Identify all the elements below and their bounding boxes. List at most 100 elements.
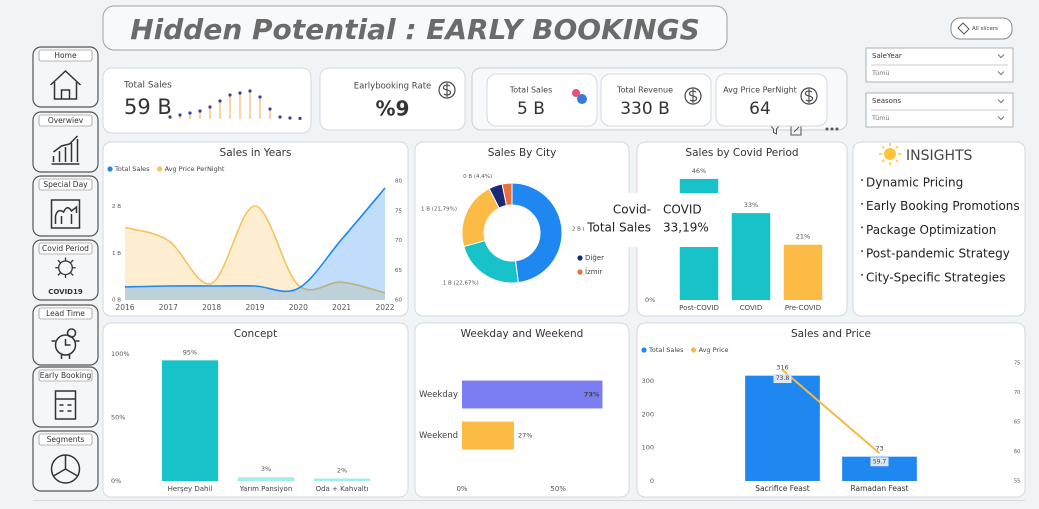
line xyxy=(781,369,881,455)
data-label: 1 B (21,79%) xyxy=(421,207,457,213)
kpi-value: %9 xyxy=(376,97,410,121)
y-tick-label: 0% xyxy=(645,296,655,304)
nav-tab xyxy=(38,369,93,382)
legend-label: Total Sales xyxy=(114,165,150,173)
x-tick-label: Herşey Dahil xyxy=(168,485,213,493)
trend-dot xyxy=(288,116,292,120)
kpi-label: Earlybooking Rate xyxy=(354,82,432,92)
more-dot[interactable] xyxy=(825,127,829,131)
kpi-card xyxy=(102,67,312,134)
chart-card xyxy=(102,141,409,317)
x-tick-label: Sacrifice Feast xyxy=(755,484,810,493)
legend-label: İzmir xyxy=(585,267,603,276)
tooltip-key: Total Sales xyxy=(586,221,651,235)
icon-label: COVID19 xyxy=(48,288,83,296)
legend-label: Avg Price xyxy=(699,346,729,354)
trend-dot xyxy=(258,95,262,99)
legend-marker xyxy=(641,347,647,353)
kpi-label: Total Sales xyxy=(509,86,553,95)
x-tick-label: 0% xyxy=(456,485,467,493)
chart-title: Sales and Price xyxy=(791,328,871,340)
nav-button[interactable] xyxy=(32,239,99,301)
legend-marker xyxy=(577,255,583,261)
bullet xyxy=(861,202,863,205)
kpi-icon xyxy=(684,87,702,105)
y-tick-label: 200 xyxy=(642,410,654,418)
sun-ray xyxy=(895,145,899,149)
data-label: 3% xyxy=(261,465,271,473)
kpi-icon xyxy=(688,89,698,103)
nav-label: Covid Period xyxy=(42,244,89,253)
x-tick-label: 2021 xyxy=(332,303,351,312)
y2-tick-label: 55 xyxy=(1014,479,1020,485)
nav-button[interactable] xyxy=(32,111,99,173)
bar xyxy=(731,213,771,300)
nav-icon xyxy=(54,390,77,420)
nav-tab xyxy=(38,242,93,255)
chart-title: Sales in Years xyxy=(220,147,292,159)
nav-icon xyxy=(50,454,81,484)
more-dot xyxy=(830,127,834,131)
label-box xyxy=(870,457,889,467)
data-label: 46% xyxy=(692,167,706,175)
bar xyxy=(237,477,295,481)
nav-button[interactable] xyxy=(32,366,99,428)
nav-button[interactable] xyxy=(32,46,99,108)
y2-tick-label: 60 xyxy=(395,298,402,304)
y-tick-label: 0 xyxy=(650,477,654,485)
nav-button[interactable] xyxy=(32,175,99,237)
nav-tab xyxy=(38,433,93,446)
tooltip xyxy=(585,193,725,247)
y2-tick-label: 60 xyxy=(1014,449,1020,455)
nav-label: Home xyxy=(54,51,77,60)
nav-label: Lead Time xyxy=(46,309,85,318)
slicer-value: Tümü xyxy=(871,114,890,122)
y-tick-label: 100 xyxy=(642,444,654,452)
data-label: 1 B (22,67%) xyxy=(443,281,479,287)
y2-tick-label: 70 xyxy=(1014,390,1020,396)
chart-card xyxy=(102,322,409,498)
nav-label: Special Day xyxy=(43,180,88,189)
kpi-icon xyxy=(800,87,818,105)
tooltip-value: COVID xyxy=(663,203,702,217)
nav-icon xyxy=(49,69,82,100)
data-label: 59.7 xyxy=(873,458,887,465)
nav-icon xyxy=(51,328,80,359)
sun-icon xyxy=(884,148,896,160)
kpi-label: Avg Price PerNight xyxy=(723,86,797,95)
chart-title: Sales by Covid Period xyxy=(685,147,798,159)
eraser-icon xyxy=(957,22,970,35)
area-fill xyxy=(125,205,385,300)
nav-icon xyxy=(50,199,81,229)
data-label: 27% xyxy=(518,432,532,440)
legend-marker xyxy=(690,347,697,353)
y2-tick-label: 75 xyxy=(395,208,402,214)
data-label: 73.8 xyxy=(776,375,790,382)
slicer-label: Seasons xyxy=(872,97,901,105)
bullet xyxy=(861,226,863,229)
trend-dot xyxy=(278,115,282,119)
data-label: 0 B (4,4%) xyxy=(463,174,492,180)
y-tick-label: Weekend xyxy=(419,431,458,441)
kpi-label: Total Revenue xyxy=(616,86,673,95)
data-label: 95% xyxy=(183,348,197,356)
line xyxy=(124,187,386,293)
chart-title: Concept xyxy=(234,328,277,340)
nav-tab xyxy=(38,178,93,191)
bar xyxy=(313,478,371,481)
bar xyxy=(462,380,603,409)
data-label: 33% xyxy=(744,201,758,209)
all-slicers-button[interactable] xyxy=(950,17,1013,40)
bullet xyxy=(861,250,863,253)
chart-title: Sales By City xyxy=(488,147,557,159)
area-fill xyxy=(125,188,385,300)
legend-label: Total Sales xyxy=(648,346,684,354)
data-label: 73 xyxy=(875,445,883,453)
data-label: 2% xyxy=(337,466,347,474)
bar xyxy=(161,360,219,481)
y-tick-label: 300 xyxy=(642,377,654,385)
tooltip-key: Covid- xyxy=(613,203,651,217)
kpi-card xyxy=(319,67,466,131)
x-tick-label: 2020 xyxy=(289,303,308,312)
